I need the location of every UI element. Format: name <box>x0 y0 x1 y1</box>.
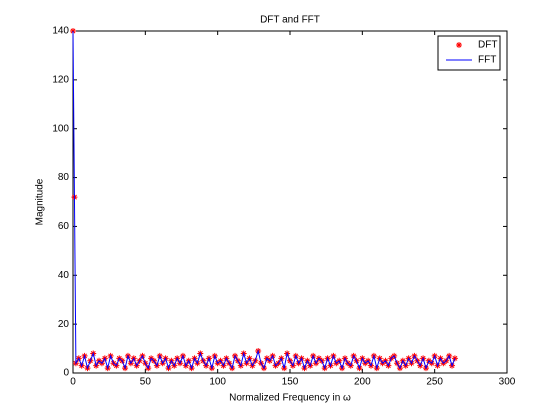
y-tick-label: 120 <box>52 74 69 85</box>
plot-area <box>72 30 508 374</box>
legend-swatch <box>456 42 462 48</box>
y-tick-label: 20 <box>58 319 70 330</box>
y-tick-label: 60 <box>58 221 70 232</box>
y-tick-label: 40 <box>58 270 70 281</box>
chart-title: DFT and FFT <box>260 15 320 26</box>
y-tick-label: 140 <box>52 26 69 37</box>
legend-box <box>437 35 501 71</box>
y-tick-label: 100 <box>52 123 69 134</box>
x-tick-label: 0 <box>70 377 76 388</box>
x-tick-label: 100 <box>209 377 226 388</box>
legend-label: DFT <box>478 40 497 51</box>
x-tick-label: 250 <box>426 377 443 388</box>
legend-label: FFT <box>478 55 496 66</box>
x-tick-label: 200 <box>354 377 371 388</box>
x-tick-label: 50 <box>140 377 152 388</box>
x-tick-label: 300 <box>499 377 516 388</box>
y-tick-label: 80 <box>58 172 70 183</box>
y-axis-label: Magnitude <box>35 178 46 225</box>
x-tick-label: 150 <box>282 377 299 388</box>
x-axis-label: Normalized Frequency in ω <box>229 393 351 404</box>
y-tick-label: 0 <box>63 368 69 379</box>
fft-line <box>72 30 456 371</box>
